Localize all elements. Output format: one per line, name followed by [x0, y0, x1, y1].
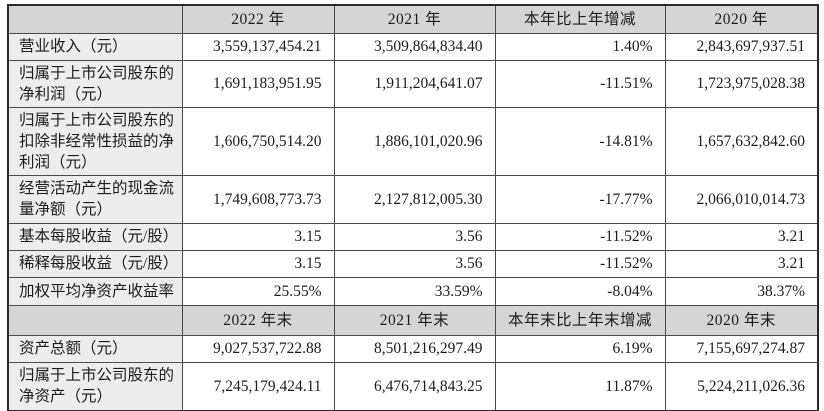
table-row-deducted-net-profit: 归属于上市公司股东的扣除非经常性损益的净利润（元） 1,606,750,514.…	[7, 106, 819, 176]
value-2021: 2,127,812,005.30	[333, 174, 496, 224]
row-label: 资产总额（元）	[7, 334, 183, 363]
annual-header-row: 2022 年 2021 年 本年比上年增减 2020 年	[7, 4, 819, 34]
value-2020: 3.21	[664, 249, 819, 278]
header-cell-2020-end: 2020 年末	[664, 304, 819, 336]
value-change: 11.87%	[494, 361, 666, 411]
table-row-basic-eps: 基本每股收益（元/股） 3.15 3.56 -11.52% 3.21	[7, 222, 819, 251]
row-label: 经营活动产生的现金流量净额（元）	[7, 174, 183, 224]
value-2021: 3,509,864,834.40	[333, 32, 496, 61]
value-change: -11.51%	[494, 59, 666, 108]
row-label: 加权平均净资产收益率	[7, 276, 183, 306]
value-2020: 1,723,975,028.38	[664, 59, 819, 108]
header-cell-2022: 2022 年	[181, 4, 335, 34]
table-row-net-profit: 归属于上市公司股东的净利润（元） 1,691,183,951.95 1,911,…	[7, 59, 819, 108]
value-change: -11.52%	[494, 222, 666, 251]
value-2020: 3.21	[664, 222, 819, 251]
header-cell-yearend-change: 本年末比上年末增减	[494, 304, 666, 336]
value-2021: 1,886,101,020.96	[333, 106, 496, 176]
value-change: 1.40%	[494, 32, 666, 61]
header-cell-2021: 2021 年	[333, 4, 496, 34]
value-2020: 5,224,211,026.36	[664, 361, 819, 411]
value-2022: 1,749,608,773.73	[181, 174, 335, 224]
table-row-revenue: 营业收入（元） 3,559,137,454.21 3,509,864,834.4…	[7, 32, 819, 61]
value-2021: 33.59%	[333, 276, 496, 306]
value-2021: 3.56	[333, 222, 496, 251]
value-2021: 6,476,714,843.25	[333, 361, 496, 411]
value-change: -14.81%	[494, 106, 666, 176]
value-2021: 3.56	[333, 249, 496, 278]
header-cell-2020: 2020 年	[664, 4, 819, 34]
row-label: 归属于上市公司股东的净资产（元）	[7, 361, 183, 411]
value-change: 6.19%	[494, 334, 666, 363]
value-2022: 3.15	[181, 249, 335, 278]
header-cell-2022-end: 2022 年末	[181, 304, 335, 336]
value-2020: 2,066,010,014.73	[664, 174, 819, 224]
value-2020: 7,155,697,274.87	[664, 334, 819, 363]
header-corner-cell	[7, 304, 183, 336]
table-row-total-assets: 资产总额（元） 9,027,537,722.88 8,501,216,297.4…	[7, 334, 819, 363]
value-2022: 9,027,537,722.88	[181, 334, 335, 363]
row-label: 稀释每股收益（元/股）	[7, 249, 183, 278]
table-row-diluted-eps: 稀释每股收益（元/股） 3.15 3.56 -11.52% 3.21	[7, 249, 819, 278]
value-2022: 1,606,750,514.20	[181, 106, 335, 176]
value-2022: 3.15	[181, 222, 335, 251]
value-2020: 1,657,632,842.60	[664, 106, 819, 176]
value-2020: 2,843,697,937.51	[664, 32, 819, 61]
table-row-operating-cash-flow: 经营活动产生的现金流量净额（元） 1,749,608,773.73 2,127,…	[7, 174, 819, 224]
value-change: -11.52%	[494, 249, 666, 278]
row-label: 基本每股收益（元/股）	[7, 222, 183, 251]
value-2022: 1,691,183,951.95	[181, 59, 335, 108]
value-2022: 25.55%	[181, 276, 335, 306]
value-change: -8.04%	[494, 276, 666, 306]
value-2022: 3,559,137,454.21	[181, 32, 335, 61]
value-2021: 1,911,204,641.07	[333, 59, 496, 108]
header-corner-cell	[7, 4, 183, 34]
table-row-weighted-roe: 加权平均净资产收益率 25.55% 33.59% -8.04% 38.37%	[7, 276, 819, 306]
value-2021: 8,501,216,297.49	[333, 334, 496, 363]
value-change: -17.77%	[494, 174, 666, 224]
table-row-net-assets: 归属于上市公司股东的净资产（元） 7,245,179,424.11 6,476,…	[7, 361, 819, 411]
row-label: 归属于上市公司股东的净利润（元）	[7, 59, 183, 108]
header-cell-2021-end: 2021 年末	[333, 304, 496, 336]
year-end-header-row: 2022 年末 2021 年末 本年末比上年末增减 2020 年末	[7, 304, 819, 336]
row-label: 归属于上市公司股东的扣除非经常性损益的净利润（元）	[7, 106, 183, 176]
value-2022: 7,245,179,424.11	[181, 361, 335, 411]
value-2020: 38.37%	[664, 276, 819, 306]
header-cell-yoy-change: 本年比上年增减	[494, 4, 666, 34]
financial-summary-table: 2022 年 2021 年 本年比上年增减 2020 年 营业收入（元） 3,5…	[7, 4, 819, 411]
row-label: 营业收入（元）	[7, 32, 183, 61]
